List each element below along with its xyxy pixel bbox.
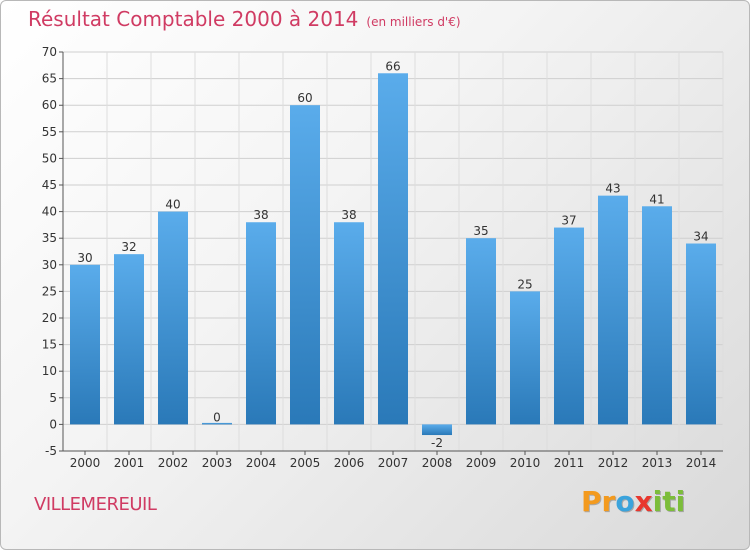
data-label-2002: 40: [165, 198, 180, 212]
data-label-2003: 0: [213, 410, 221, 424]
bar-2001: [114, 254, 144, 425]
data-label-2000: 30: [77, 251, 92, 265]
y-tick-label: 45: [42, 178, 57, 192]
data-label-2004: 38: [253, 208, 268, 222]
x-tick-label: 2001: [114, 456, 145, 470]
logo-letter: o: [615, 485, 635, 518]
y-tick-label: 70: [42, 45, 57, 59]
bar-2006: [334, 222, 364, 425]
bars: [70, 73, 716, 436]
bar-2004: [246, 222, 276, 425]
y-tick-label: 20: [42, 311, 57, 325]
bar-2002: [158, 211, 188, 425]
data-label-2010: 25: [517, 277, 532, 291]
x-tick-label: 2011: [554, 456, 585, 470]
x-tick-label: 2010: [510, 456, 541, 470]
x-tick-label: 2005: [290, 456, 321, 470]
y-tick-label: 30: [42, 258, 57, 272]
x-tick-label: 2006: [334, 456, 365, 470]
data-label-2011: 37: [561, 214, 576, 228]
y-tick-label: 5: [49, 391, 57, 405]
data-label-2013: 41: [649, 192, 664, 206]
y-tick-label: 40: [42, 205, 57, 219]
chart-title-block: Résultat Comptable 2000 à 2014 (en millie…: [28, 7, 461, 31]
logo-letter: P: [581, 485, 602, 518]
x-tick-label: 2002: [158, 456, 189, 470]
logo-letter: i: [652, 485, 663, 518]
proxiti-logo: Proxiti: [581, 485, 685, 518]
x-tick-label: 2014: [686, 456, 717, 470]
y-tick-label: 65: [42, 72, 57, 86]
chart-title: Résultat Comptable 2000 à 2014: [28, 7, 359, 31]
data-label-2009: 35: [473, 224, 488, 238]
chart-subtitle: (en milliers d'€): [366, 15, 461, 29]
x-tick-label: 2004: [246, 456, 277, 470]
y-tick-label: 15: [42, 338, 57, 352]
data-labels: 30 32 40 0 38 60 38 66 -2 35 25 37 43 41 34: [77, 59, 708, 450]
data-label-2001: 32: [121, 240, 136, 254]
data-label-2014: 34: [693, 230, 708, 244]
logo-letter: i: [675, 485, 686, 518]
x-tick-label: 2003: [202, 456, 233, 470]
y-tick-label: 50: [42, 151, 57, 165]
x-tick-label: 2008: [422, 456, 453, 470]
bar-2013: [642, 206, 672, 425]
data-label-2005: 60: [297, 91, 312, 105]
logo-letter: t: [662, 485, 676, 518]
bar-2010: [510, 291, 540, 425]
y-tick-label: -5: [45, 444, 57, 458]
x-tick-label: 2012: [598, 456, 629, 470]
data-label-2007: 66: [385, 59, 400, 73]
bar-2012: [598, 195, 628, 425]
x-tick-label: 2009: [466, 456, 497, 470]
bar-2005: [290, 105, 320, 425]
y-tick-label: 35: [42, 231, 57, 245]
axes: -5 0 5 10 15 20 25 30 35 40 45 50 55 60 65 70 2000 2001 20…: [42, 45, 723, 470]
x-tick-label: 2000: [70, 456, 101, 470]
bar-2011: [554, 227, 584, 425]
logo-letter: x: [634, 485, 653, 518]
y-tick-label: 55: [42, 125, 57, 139]
data-label-2012: 43: [605, 182, 620, 196]
bar-2007: [378, 73, 408, 425]
bar-2003: [202, 422, 232, 425]
x-tick-label: 2013: [642, 456, 673, 470]
bar-2000: [70, 264, 100, 425]
bar-2009: [466, 238, 496, 425]
y-tick-label: 25: [42, 284, 57, 298]
logo-letter: r: [601, 485, 616, 518]
commune-name: VILLEMEREUIL: [34, 494, 157, 515]
x-tick-label: 2007: [378, 456, 409, 470]
data-label-2006: 38: [341, 208, 356, 222]
data-label-2008: -2: [431, 436, 443, 450]
y-tick-label: 10: [42, 364, 57, 378]
bar-2014: [686, 243, 716, 425]
y-tick-label: 60: [42, 98, 57, 112]
bar-2008: [422, 424, 452, 436]
y-tick-label: 0: [49, 417, 57, 431]
